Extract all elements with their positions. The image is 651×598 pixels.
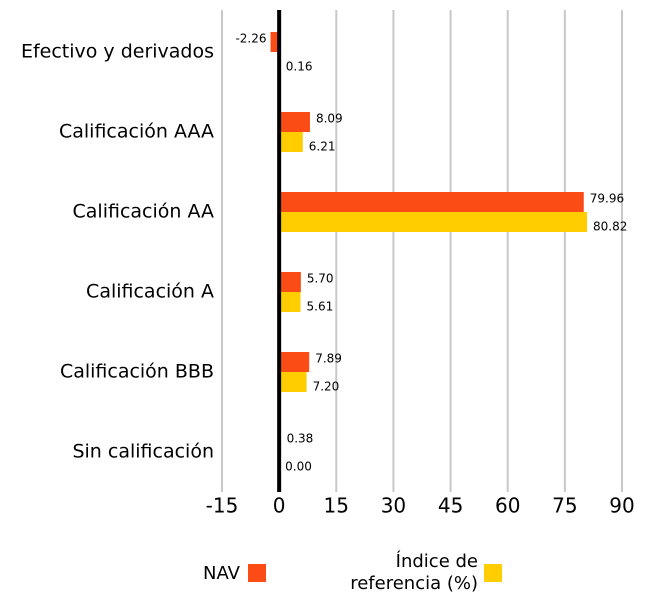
chart: -15 0 15 30 45 60 75 90 Efectivo y derivados -2.2… bbox=[21, 10, 635, 518]
bar bbox=[279, 372, 307, 392]
legend-label: NAV bbox=[203, 563, 240, 584]
value-label: 7.20 bbox=[313, 380, 340, 394]
value-label: 0.16 bbox=[286, 60, 313, 74]
value-label: 0.00 bbox=[285, 460, 312, 474]
x-tick-label: 75 bbox=[552, 494, 577, 518]
x-tick-label: 90 bbox=[609, 494, 634, 518]
value-label: 7.89 bbox=[315, 352, 342, 366]
value-label: 8.09 bbox=[316, 112, 343, 126]
bar bbox=[279, 112, 310, 132]
value-label: 5.61 bbox=[307, 300, 334, 314]
category-label: Sin calificación bbox=[72, 441, 214, 463]
bar bbox=[279, 352, 310, 372]
x-tick-label: 45 bbox=[438, 494, 463, 518]
x-tick-label: 30 bbox=[381, 494, 406, 518]
bar bbox=[279, 272, 301, 292]
x-tick-label: 60 bbox=[495, 494, 520, 518]
bar bbox=[270, 32, 280, 52]
bar bbox=[279, 212, 588, 232]
bar bbox=[279, 292, 301, 312]
value-label: -2.26 bbox=[235, 32, 266, 46]
category-label: Calificación BBB bbox=[60, 361, 214, 383]
category-label: Calificación AA bbox=[73, 201, 214, 223]
bar bbox=[279, 132, 303, 152]
value-label: 5.70 bbox=[307, 272, 334, 286]
category-label: Calificación AAA bbox=[59, 121, 214, 143]
legend-swatch bbox=[484, 564, 502, 582]
legend-label: Índice de referencia (%) bbox=[350, 551, 478, 594]
value-label: 80.82 bbox=[593, 220, 627, 234]
x-tick-label: -15 bbox=[206, 494, 239, 518]
value-label: 0.38 bbox=[287, 432, 314, 446]
x-tick-label: 15 bbox=[324, 494, 349, 518]
bar bbox=[279, 192, 584, 212]
legend-swatch bbox=[248, 564, 266, 582]
value-label: 79.96 bbox=[590, 192, 624, 206]
category-label: Calificación A bbox=[86, 281, 214, 303]
value-label: 6.21 bbox=[309, 140, 336, 154]
category-label: Efectivo y derivados bbox=[21, 41, 214, 63]
x-tick-label: 0 bbox=[273, 494, 286, 518]
